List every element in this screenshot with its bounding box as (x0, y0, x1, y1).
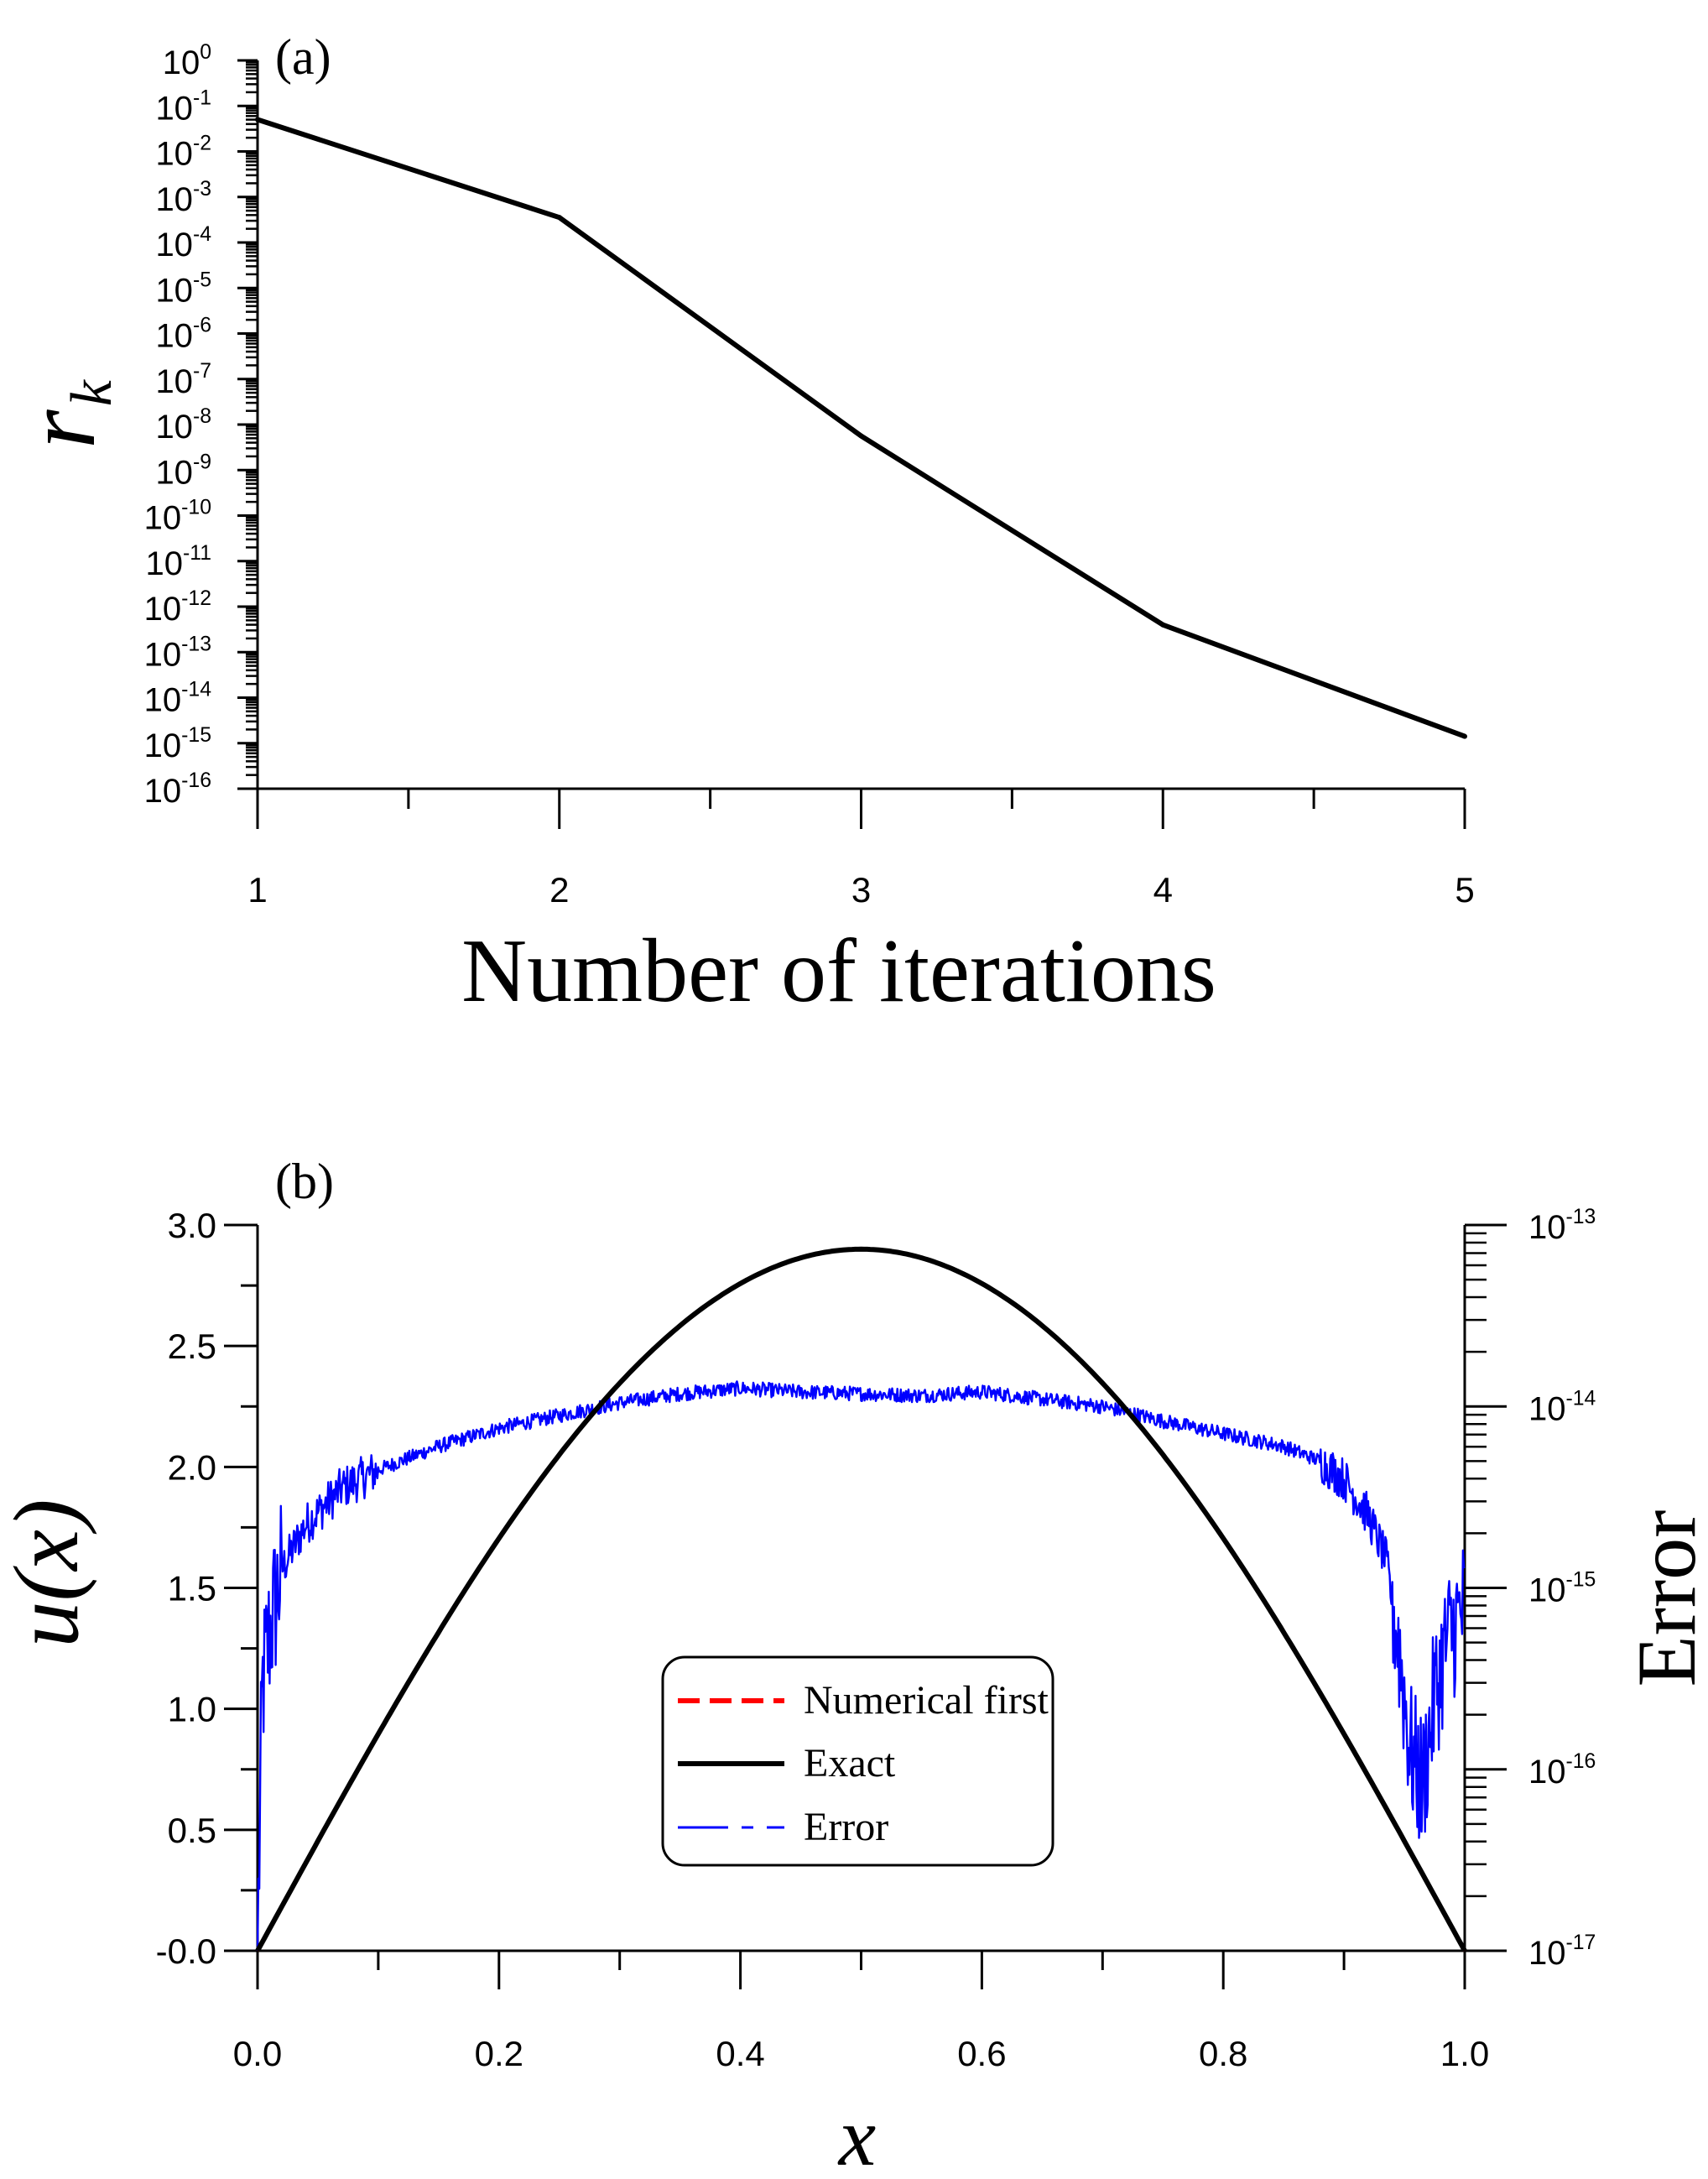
panel-a-x-tick-label: 3 (851, 870, 871, 910)
panel-b-x-ticks (256, 1951, 1466, 1989)
panel-b-right-axis-title: Error (1620, 1510, 1708, 1687)
panel-b-left-tick-label: 1.5 (168, 1569, 216, 1608)
panel-b-left-tick-label: -0.0 (156, 1931, 216, 1971)
panel-b-right-tick-label: 10-16 (1528, 1750, 1596, 1791)
panel-b-x-tick-label: 0.4 (716, 2034, 764, 2073)
panel-a-y-tick-label: 10-5 (155, 268, 211, 309)
panel-a-points (255, 117, 1467, 739)
panel-a-x-tick-label: 5 (1455, 870, 1474, 910)
panel-b-left-tick-label: 2.5 (168, 1327, 216, 1366)
panel-a-y-axis-title: rk (4, 378, 124, 449)
legend-label-error: Error (804, 1805, 888, 1849)
panel-a-y-tick-label: 10-14 (144, 679, 212, 719)
panel-a-y-tick-label: 100 (163, 41, 211, 81)
legend-box (661, 1655, 1054, 1867)
panel-a-x-ticks (256, 789, 1466, 829)
panel-b-right-tick-label: 10-15 (1528, 1569, 1596, 1609)
panel-a-y-tick-label: 10-9 (155, 451, 211, 491)
panel-b-legend: Numerical first Exact Error (661, 1655, 1054, 1867)
panel-a-y-tick-label: 10-10 (144, 497, 211, 537)
panel-a-y-tick-labels: 100 10-1 10-2 10-3 10-4 10-5 10-6 10-7 10-8 10-9 1… (144, 41, 212, 810)
panel-a-x-tick-labels: 1 2 3 4 5 (247, 870, 1474, 910)
panel-a: (a) 10010-110-210-310-410-510-610-710-81… (4, 29, 1475, 1021)
panel-b-label: (b) (275, 1154, 334, 1209)
panel-a-point (858, 433, 864, 439)
panel-b-x-tick-labels: 0.0 0.2 0.4 0.6 0.8 1.0 (233, 2034, 1489, 2073)
panel-a-y-major-ticks (237, 59, 258, 790)
panel-b-x-tick-label: 0.2 (475, 2034, 523, 2073)
panel-a-point (255, 117, 260, 123)
panel-a-y-minor-ticks (246, 61, 258, 776)
panel-a-y-tick-label: 10-3 (155, 178, 211, 218)
panel-b-left-ticks (224, 1223, 258, 1952)
panel-a-y-tick-label: 10-15 (144, 724, 211, 764)
panel-b-x-tick-label: 0.8 (1199, 2034, 1247, 2073)
legend-label-numerical-first: Numerical first (804, 1678, 1049, 1723)
panel-b-right-minor-ticks (1465, 1232, 1487, 1898)
panel-a-point (1462, 733, 1467, 739)
legend-label-exact: Exact (804, 1741, 896, 1785)
panel-b-right-tick-label: 10-13 (1528, 1206, 1596, 1246)
panel-a-y-axis-title-main: r (4, 409, 116, 449)
panel-a-rk-line (257, 117, 1466, 739)
panel-a-x-tick-label: 4 (1153, 870, 1173, 910)
panel-a-y-tick-label: 10-11 (146, 542, 212, 582)
panel-b-left-tick-label: 0.5 (168, 1811, 216, 1850)
panel-b-x-tick-label: 0.0 (233, 2034, 282, 2073)
panel-b-left-tick-label: 3.0 (168, 1206, 216, 1245)
panel-b-right-tick-label: 10-17 (1528, 1931, 1596, 1972)
panel-b-x-axis-title: x (837, 2090, 876, 2179)
panel-a-point (556, 215, 562, 221)
panel-a-y-tick-label: 10-8 (155, 405, 211, 446)
panel-a-y-tick-label: 10-4 (155, 223, 211, 263)
panel-a-y-tick-label: 10-6 (155, 315, 211, 355)
panel-b-left-tick-label: 1.0 (168, 1690, 216, 1729)
panel-a-y-tick-label: 10-2 (155, 133, 211, 173)
panel-b-error-line (256, 1380, 1466, 1952)
panel-a-y-tick-label: 10-1 (155, 86, 211, 127)
panel-b-left-axis-title: u(x) (0, 1499, 97, 1647)
panel-a-y-axis-title-sub: k (60, 378, 124, 406)
panel-a-x-tick-label: 1 (247, 870, 267, 910)
panel-a-y-tick-label: 10-16 (144, 769, 211, 810)
panel-a-point (1160, 622, 1166, 628)
panel-a-x-axis-title: Number of iterations (461, 921, 1216, 1021)
panel-b-right-tick-label: 10-14 (1528, 1387, 1596, 1427)
panel-a-y-tick-label: 10-12 (144, 587, 211, 628)
panel-a-y-tick-label: 10-13 (144, 633, 211, 673)
panel-b-right-major-ticks (1465, 1223, 1507, 1952)
panel-b-x-tick-label: 0.6 (957, 2034, 1006, 2073)
panel-b-left-tick-label: 2.0 (168, 1447, 216, 1487)
panel-b-left-tick-labels: -0.0 0.5 1.0 1.5 2.0 2.5 3.0 (156, 1206, 216, 1971)
panel-a-y-tick-label: 10-7 (155, 360, 211, 400)
panel-b-exact-line (255, 1246, 1467, 1952)
panel-a-label: (a) (275, 29, 331, 85)
panel-a-x-tick-label: 2 (549, 870, 569, 910)
panel-b-x-tick-label: 1.0 (1440, 2034, 1489, 2073)
panel-b: (b) -0.00.51.01.52.02.53.0 10-1710-1610-… (0, 1154, 1708, 2179)
panel-b-right-tick-labels: 10-17 10-16 10-15 10-14 10-13 (1528, 1206, 1596, 1972)
